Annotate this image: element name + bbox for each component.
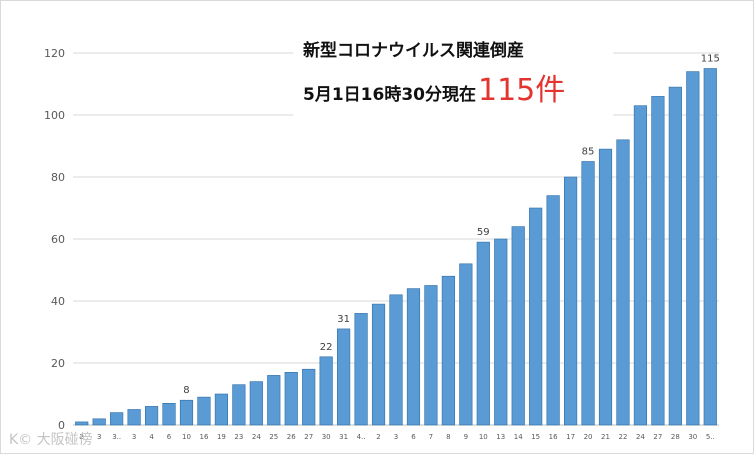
watermark-logo: K© 大阪碰傍 — [9, 432, 93, 448]
bar — [511, 226, 525, 426]
bar — [214, 393, 228, 426]
x-tick-label: 17 — [566, 433, 575, 441]
bar — [144, 406, 159, 426]
x-tick-label: 27 — [304, 433, 313, 441]
bar — [302, 368, 316, 426]
bar — [581, 161, 595, 426]
bar — [633, 105, 648, 426]
x-tick-label: 24 — [636, 433, 645, 441]
y-tick-label: 120 — [44, 47, 65, 60]
x-tick-label: 8 — [446, 433, 450, 441]
x-tick-label: 31 — [339, 433, 348, 441]
x-tick-label: 26 — [287, 433, 296, 441]
x-tick-label: 10 — [182, 433, 191, 441]
x-tick-label: 7 — [429, 433, 433, 441]
bar — [668, 86, 682, 426]
x-tick-label: 3.. — [112, 433, 121, 441]
bar — [127, 409, 141, 426]
chart-title-box: 新型コロナウイルス関連倒産 5月1日16時30分現在115件 — [293, 31, 613, 119]
bar — [686, 71, 700, 426]
x-tick-label: 2 — [79, 433, 83, 441]
x-tick-label: 9 — [464, 433, 468, 441]
x-tick-label: 3 — [394, 433, 398, 441]
x-tick-label: 13 — [496, 433, 505, 441]
x-tick-label: 27 — [653, 433, 662, 441]
bar — [284, 371, 298, 426]
x-tick-label: 30 — [322, 433, 331, 441]
x-tick-label: 4.. — [357, 433, 366, 441]
chart-total-count: 115件 — [477, 73, 566, 108]
x-tick-label: 22 — [619, 433, 628, 441]
bar — [179, 399, 194, 426]
bar — [703, 68, 717, 426]
bar — [564, 176, 578, 426]
x-tick-label: 24 — [252, 433, 261, 441]
data-label: 85 — [582, 147, 595, 158]
x-tick-label: 25 — [269, 433, 278, 441]
x-tick-label: 3 — [132, 433, 136, 441]
bar — [197, 396, 211, 426]
x-tick-label: 21 — [601, 433, 610, 441]
bar — [651, 96, 665, 426]
x-tick-label: 19 — [217, 433, 226, 441]
bar — [546, 195, 560, 426]
bar — [476, 241, 490, 426]
bar — [371, 303, 386, 426]
bar — [424, 285, 438, 426]
bar — [232, 384, 246, 426]
x-tick-label: 15 — [531, 433, 540, 441]
bar — [406, 288, 421, 426]
bar — [459, 263, 473, 426]
x-tick-label: 20 — [584, 433, 593, 441]
data-label: 8 — [183, 385, 189, 396]
bar — [441, 275, 455, 426]
x-tick-label: 14 — [514, 433, 523, 441]
data-labels: 8 22 31 59 85 115 — [183, 54, 720, 397]
x-tick-label: 30 — [688, 433, 697, 441]
chart-title: 新型コロナウイルス関連倒産 — [303, 41, 524, 61]
bars — [75, 68, 717, 426]
bar — [598, 148, 613, 426]
bar — [337, 328, 351, 426]
x-tick-label: 6 — [411, 433, 416, 441]
y-tick-label: 0 — [58, 419, 65, 432]
bar — [529, 207, 543, 426]
y-tick-label: 40 — [51, 295, 65, 308]
x-tick-label: 2 — [376, 433, 380, 441]
chart-subtitle-date: 5月1日16時30分現在 — [303, 85, 476, 105]
x-tick-label: 4 — [149, 433, 154, 441]
y-tick-label: 60 — [51, 233, 65, 246]
bar — [75, 421, 89, 426]
x-tick-label: 5.. — [706, 433, 715, 441]
bar — [616, 139, 630, 426]
x-tick-label: 3 — [97, 433, 101, 441]
x-tick-label: 28 — [671, 433, 680, 441]
data-label: 22 — [320, 342, 333, 353]
bar — [162, 402, 176, 426]
bar — [319, 356, 333, 426]
x-tick-label: 16 — [549, 433, 558, 441]
chart-subtitle: 5月1日16時30分現在115件 — [303, 65, 565, 109]
bar — [267, 375, 281, 426]
bar — [92, 418, 106, 426]
bar — [249, 381, 263, 426]
y-tick-label: 100 — [44, 109, 65, 122]
x-tick-label: 23 — [234, 433, 243, 441]
x-tick-label: 10 — [479, 433, 488, 441]
bar — [389, 294, 403, 426]
x-axis-tick-labels: 2 3 3.. 3 4 6 10 16 19 23 24 25 26 27 30 31 4.. 2 3 6 7 8 9 10 1… — [79, 433, 714, 441]
bar — [494, 238, 508, 426]
bar — [354, 313, 368, 426]
y-tick-label: 20 — [51, 357, 65, 370]
y-tick-label: 80 — [51, 171, 65, 184]
x-tick-label: 6 — [167, 433, 172, 441]
data-label: 31 — [337, 314, 350, 325]
y-axis-tick-labels: 0 20 40 60 80 100 120 — [44, 47, 65, 432]
data-label: 115 — [701, 54, 720, 65]
data-label: 59 — [477, 227, 490, 238]
x-tick-label: 16 — [199, 433, 208, 441]
bar — [110, 412, 124, 426]
